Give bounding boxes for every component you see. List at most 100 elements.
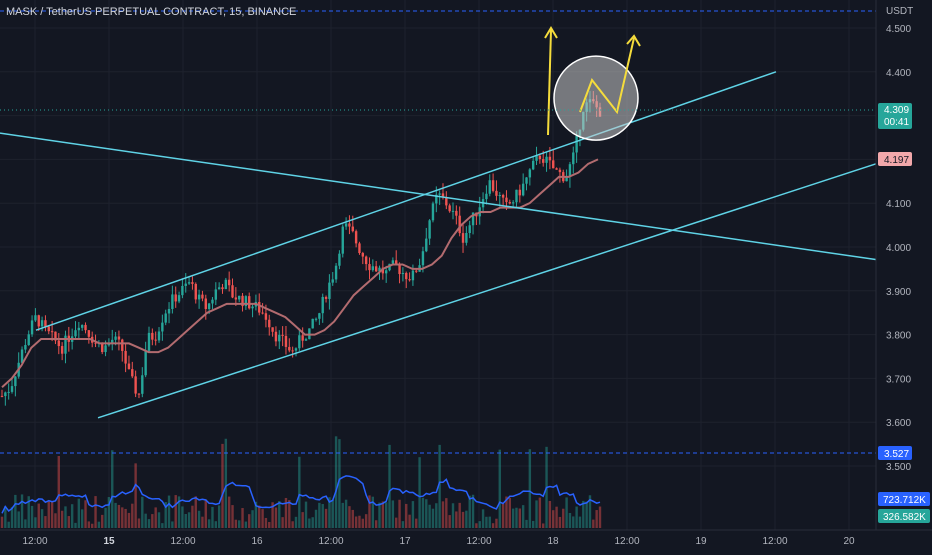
volume-bar — [558, 516, 562, 528]
drawings[interactable] — [0, 26, 881, 419]
candle-body — [461, 233, 465, 243]
price-tick-label: 4.000 — [886, 243, 911, 254]
candle-body — [535, 155, 538, 161]
volume-bar — [234, 519, 238, 528]
volume-bar — [401, 521, 405, 528]
volume-bar — [201, 516, 204, 528]
volume-bar — [501, 503, 505, 528]
volume-bar — [535, 500, 538, 528]
volume-bar — [455, 511, 458, 528]
candle-body — [291, 350, 294, 352]
volume-bar — [495, 518, 498, 528]
volume-bar — [34, 517, 37, 528]
volume-bar — [572, 516, 575, 528]
volume-bar — [421, 497, 425, 528]
volume-bar — [334, 436, 338, 528]
volume-ma-line — [1, 475, 601, 514]
volume-bar — [348, 506, 351, 528]
candle-body — [324, 296, 328, 299]
price-tick-label: 3.600 — [886, 418, 911, 429]
volume-bar — [364, 514, 368, 528]
candle-body — [37, 315, 40, 327]
volume-bar — [187, 512, 191, 528]
candle-body — [80, 324, 84, 328]
volume-bar — [284, 497, 288, 528]
volume-bar — [271, 502, 274, 528]
candle-body — [508, 202, 511, 204]
candle-body — [197, 294, 201, 300]
volume-bar — [528, 449, 532, 528]
candle-body — [351, 226, 354, 232]
candle-body — [371, 266, 375, 271]
candle-body — [77, 327, 81, 331]
volume-bar — [97, 521, 101, 528]
lower-line-badge: 3.527 — [878, 446, 912, 460]
volume-bar — [237, 520, 241, 528]
candle-body — [495, 190, 498, 196]
price-axis[interactable] — [876, 0, 932, 530]
candle-body — [94, 342, 97, 344]
volume-bar — [344, 499, 348, 528]
volume-bar — [548, 500, 552, 528]
candle-body — [264, 313, 268, 320]
upper-channel-line — [35, 71, 777, 331]
volume-bar — [475, 523, 478, 528]
candle-body — [227, 279, 231, 286]
candle-body — [20, 349, 24, 363]
candle-body — [314, 318, 318, 320]
time-tick-label: 18 — [547, 536, 559, 547]
price-tick-label: 3.800 — [886, 331, 911, 342]
lower-line-value: 3.527 — [884, 449, 909, 460]
volume-bar — [465, 510, 468, 528]
volume-bar — [518, 508, 522, 528]
candle-body — [364, 256, 368, 265]
volume-bars — [0, 436, 602, 528]
candle-body — [27, 334, 30, 346]
candle-body — [151, 332, 154, 340]
candle-body — [575, 135, 578, 153]
volume-bar — [64, 506, 67, 528]
volume-bar — [381, 501, 385, 528]
volume-bar — [30, 505, 34, 528]
volume-bar — [221, 443, 224, 528]
candle-body — [224, 279, 228, 290]
volume-bar — [431, 508, 435, 528]
candle-body — [415, 270, 418, 272]
candle-body — [114, 336, 117, 340]
candle-body — [104, 345, 107, 353]
candle-body — [552, 160, 555, 169]
volume-bar — [60, 510, 64, 528]
candle-body — [408, 279, 411, 281]
volume-bar — [207, 519, 211, 528]
volume-bar — [84, 500, 87, 528]
candle-body — [60, 346, 64, 354]
zigzag-arrow-path — [579, 37, 635, 115]
volume-bar — [24, 519, 27, 528]
volume-bar — [194, 496, 197, 528]
candle-body — [334, 265, 338, 280]
volume-bar — [181, 506, 184, 528]
candle-body — [384, 270, 388, 274]
volume-bar — [161, 523, 164, 528]
candle-body — [154, 339, 157, 341]
time-tick-label: 12:00 — [614, 536, 639, 547]
volume-bar — [408, 514, 411, 528]
symbol-title[interactable]: MASK / TetherUS PERPETUAL CONTRACT, 15, … — [6, 6, 296, 18]
volume-bar — [461, 511, 465, 528]
candle-body — [201, 294, 204, 299]
volume-bar — [555, 506, 558, 528]
volume-bar — [101, 514, 104, 528]
time-axis[interactable]: 12:00 15 12:00 16 12:00 17 12:00 18 12:00 19 12:00… — [22, 536, 855, 547]
volume-bar — [50, 501, 54, 528]
candle-body — [281, 334, 284, 336]
volume-bar — [214, 521, 218, 528]
candle-body — [318, 313, 321, 319]
volume-bar — [398, 499, 401, 528]
candle-body — [501, 195, 505, 198]
volume-bar — [87, 521, 91, 528]
candle-body — [438, 193, 441, 195]
volume-bar — [384, 502, 388, 528]
ma-price-value: 4.197 — [884, 155, 909, 166]
